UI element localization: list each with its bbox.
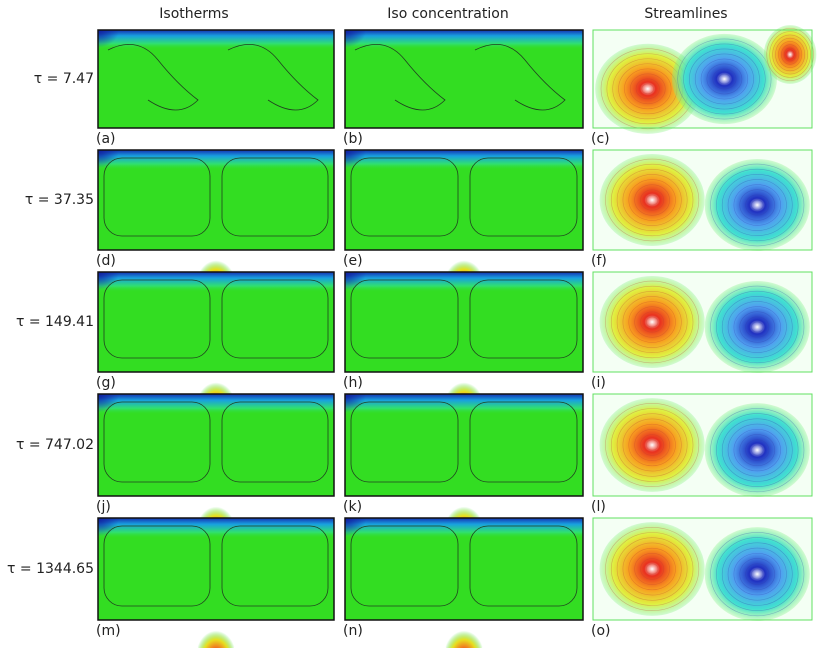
contour-plot xyxy=(345,272,583,407)
vortex xyxy=(600,522,705,616)
panel-label: (i) xyxy=(591,375,606,391)
panel-label: (h) xyxy=(343,375,363,391)
row-label: τ = 37.35 xyxy=(25,192,94,208)
column-header: Iso concentration xyxy=(387,6,508,22)
contour-plot xyxy=(345,150,583,285)
vortex xyxy=(705,403,810,497)
panel-label: (k) xyxy=(343,499,362,515)
vortex xyxy=(600,398,705,492)
streamline-plot xyxy=(593,25,816,134)
panel-label: (o) xyxy=(591,623,611,639)
panel-label: (e) xyxy=(343,253,363,269)
vortex xyxy=(705,527,810,621)
contour-plot xyxy=(345,394,583,532)
corner-l xyxy=(345,518,416,579)
corner-l xyxy=(345,272,416,332)
vortex xyxy=(705,281,810,373)
panel-label: (n) xyxy=(343,623,363,639)
panel-label: (m) xyxy=(96,623,121,639)
panel-label: (l) xyxy=(591,499,606,515)
column-header: Streamlines xyxy=(644,6,727,22)
corner-l xyxy=(98,394,169,455)
figure-art xyxy=(0,0,820,648)
corner-l xyxy=(345,394,416,455)
vortex xyxy=(600,276,705,368)
contour-plot xyxy=(98,394,334,532)
streamline-plot xyxy=(593,518,812,621)
panel-label: (b) xyxy=(343,131,363,147)
streamline-plot xyxy=(593,150,812,251)
row-label: τ = 1344.65 xyxy=(7,561,94,577)
corner-l xyxy=(98,518,169,579)
contour-plot xyxy=(98,150,334,285)
panel-label: (a) xyxy=(96,131,116,147)
panel-label: (f) xyxy=(591,253,607,269)
vortex xyxy=(600,154,705,246)
corner-l xyxy=(98,30,169,89)
corner-l xyxy=(345,150,416,210)
contour-plot xyxy=(98,518,334,648)
corner-l xyxy=(345,30,416,89)
vortex xyxy=(672,34,777,124)
contour-plot xyxy=(98,272,334,407)
vortex xyxy=(705,159,810,251)
row-label: τ = 149.41 xyxy=(16,314,94,330)
corner-l xyxy=(98,150,169,210)
figure: Isotherms Iso concentration Streamlines … xyxy=(0,0,820,648)
panel-label: (d) xyxy=(96,253,116,269)
corner-l xyxy=(98,272,169,332)
streamline-plot xyxy=(593,272,812,373)
contour-plot xyxy=(345,518,583,648)
row-label: τ = 7.47 xyxy=(34,71,94,87)
vortex xyxy=(764,25,817,84)
panel-label: (j) xyxy=(96,499,111,515)
panel-label: (c) xyxy=(591,131,610,147)
row-label: τ = 747.02 xyxy=(16,437,94,453)
streamline-plot xyxy=(593,394,812,497)
panel-label: (g) xyxy=(96,375,116,391)
column-header: Isotherms xyxy=(159,6,228,22)
